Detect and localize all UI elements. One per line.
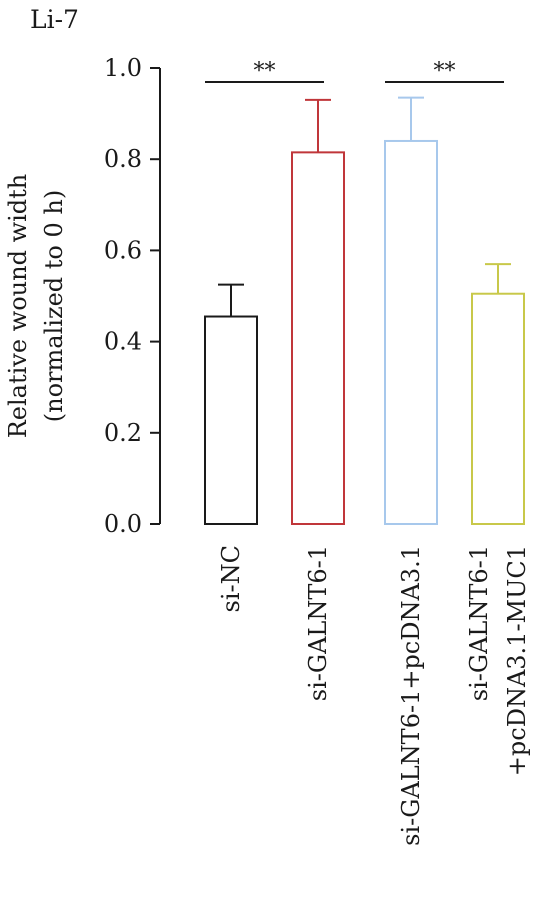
bar bbox=[471, 292, 525, 525]
x-axis-labels: si-NC si-GALNT6-1 si-GALNT6-1+pcDNA3.1 si-G… bbox=[217, 545, 531, 846]
bar bbox=[204, 315, 258, 525]
y-tick-label: 1.0 bbox=[104, 54, 142, 82]
x-tick-label: +pcDNA3.1-MUC1 bbox=[503, 545, 531, 776]
bar bbox=[291, 151, 345, 526]
y-tick-label: 0.6 bbox=[104, 236, 142, 264]
significance-label: ** bbox=[254, 59, 276, 84]
x-tick-label: si-GALNT6-1 bbox=[304, 545, 332, 701]
x-tick-label: si-GALNT6-1 bbox=[465, 545, 493, 701]
significance-markers: ** ** bbox=[205, 59, 504, 84]
x-tick-label: si-GALNT6-1+pcDNA3.1 bbox=[397, 545, 425, 846]
bars bbox=[204, 96, 525, 526]
chart-title: Li-7 bbox=[30, 5, 79, 34]
x-tick-label: si-NC bbox=[217, 545, 245, 612]
y-tick-label: 0.4 bbox=[104, 328, 142, 356]
y-axis: 0.0 0.2 0.4 0.6 0.8 1.0 bbox=[104, 54, 161, 538]
y-tick-label: 0.0 bbox=[104, 510, 142, 538]
y-axis-label: Relative wound width (normalized to 0 h) bbox=[4, 174, 68, 439]
y-axis-label-line: Relative wound width bbox=[4, 174, 32, 439]
significance-label: ** bbox=[434, 59, 456, 84]
bar bbox=[384, 139, 438, 526]
y-tick-label: 0.2 bbox=[104, 419, 142, 447]
y-tick-label: 0.8 bbox=[104, 145, 142, 173]
y-axis-label-line: (normalized to 0 h) bbox=[40, 190, 68, 422]
